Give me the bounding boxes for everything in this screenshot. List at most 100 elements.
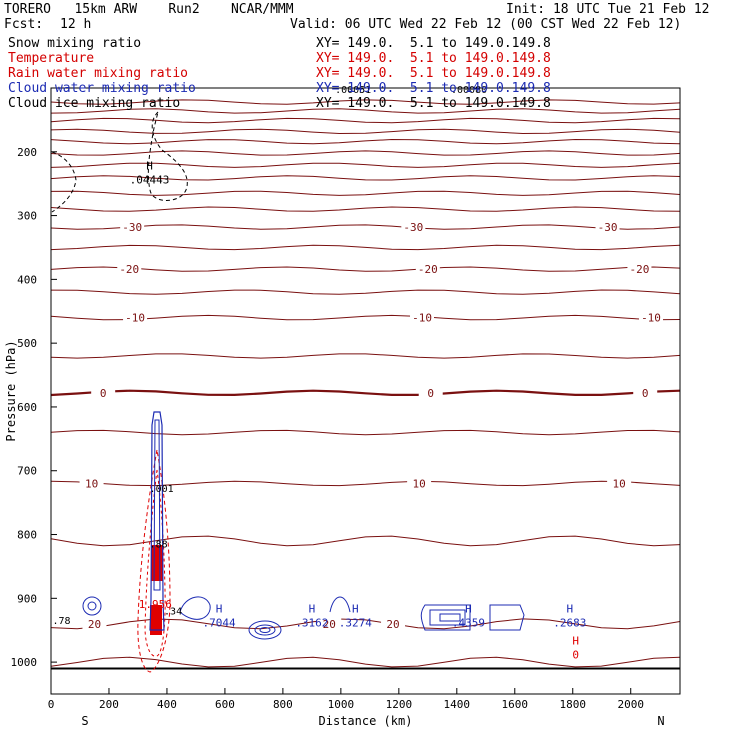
temperature-contour (50, 175, 681, 181)
maximum-value: .2683 (553, 617, 586, 630)
contour-label-bg (117, 263, 142, 276)
temperature-label: 20 (323, 618, 336, 631)
field-xy-rain: XY= 149.0. 5.1 to 149.0.149.8 (316, 66, 551, 81)
axes: 0 200 400 600 800 1000 1200 1400 1600 1800 2000200… (4, 87, 681, 728)
x-tick-label: 1000 (328, 698, 355, 711)
field-name-cloud-water: Cloud water mixing ratio (8, 81, 196, 96)
temperature-contour (50, 117, 681, 124)
temperature-contour (50, 656, 681, 668)
temperature-label: -10 (125, 312, 145, 325)
cloud-contour (179, 596, 211, 620)
cloud-contour (420, 604, 471, 631)
annotation-label: .00051 (335, 85, 371, 96)
temperature-contour (50, 224, 681, 230)
temperature-contour (50, 389, 681, 397)
cloud-contour (149, 411, 165, 631)
contour-label-bg (627, 263, 652, 276)
temperature-contour (50, 429, 681, 436)
maximum-mark: H (146, 159, 153, 172)
cloud-contour (439, 613, 461, 622)
temperature-label: -30 (122, 221, 142, 234)
snow-contours (51, 110, 188, 213)
y-tick-label: 1000 (11, 656, 38, 669)
y-tick-label: 500 (17, 337, 37, 350)
temperature-contour (50, 128, 681, 135)
rain-core (151, 545, 163, 581)
temperature-label: -10 (412, 312, 432, 325)
field-xy-cloud-ice: XY= 149.0. 5.1 to 149.0.149.8 (316, 96, 551, 111)
temperature-label: 20 (88, 618, 101, 631)
maximum-value: 0 (572, 649, 579, 662)
y-axis-label: Pressure (hPa) (4, 340, 18, 441)
contour-label-bg (82, 617, 107, 630)
x-tick-label: 0 (48, 698, 55, 711)
model-run-title: TORERO 15km ARW Run2 NCAR/MMM (4, 2, 294, 17)
temperature-label: -20 (629, 263, 649, 276)
maximum-value: .3274 (339, 617, 372, 630)
rain-contour (137, 449, 171, 673)
cloud-contour (153, 419, 161, 591)
forecast-hours: 12 h (60, 17, 92, 32)
maximum-value: .04443 (130, 173, 170, 186)
init-time: Init: 18 UTC Tue 21 Feb 12 (506, 2, 710, 17)
contour-label-bg (79, 477, 104, 490)
field-xy-cloud-water: XY= 149.0. 5.1 to 149.0.149.8 (316, 81, 551, 96)
temperature-label: 10 (613, 477, 626, 490)
x-tick-label: 1400 (444, 698, 471, 711)
rain-core (150, 605, 162, 635)
temperature-label: -20 (418, 263, 438, 276)
contour-label-bg (595, 221, 620, 234)
contour-label-bg (607, 477, 632, 490)
contour-label-bg (317, 617, 342, 630)
temperature-label: -10 (641, 312, 661, 325)
contour-label-bg (639, 311, 664, 324)
temperature-label: 0 (642, 387, 649, 400)
contour-label-bg (381, 617, 406, 630)
plot-frame (50, 87, 681, 695)
snow-contour (147, 110, 188, 201)
y-tick-label: 200 (17, 146, 37, 159)
snow-contour (51, 151, 77, 213)
field-name-cloud-ice: Cloud ice mixing ratio (8, 96, 181, 111)
temperature-label: -30 (403, 221, 423, 234)
annotation-label: .78 (52, 616, 70, 627)
y-tick-label: 700 (17, 465, 37, 478)
temperature-contour (50, 535, 681, 547)
temperature-label: -20 (119, 263, 139, 276)
y-tick-label: 300 (17, 210, 37, 223)
annotation-label: .88 (150, 539, 168, 550)
annotation-label: .001 (150, 484, 174, 495)
cloud-water-contours (82, 411, 525, 640)
field-name-temperature: Temperature (8, 51, 95, 66)
temperature-contour (50, 480, 681, 487)
maximum-mark: H (465, 603, 472, 616)
maximum-value: .3162 (295, 617, 328, 630)
maximum-value: 1.956 (139, 598, 172, 611)
contour-label-bg (415, 263, 440, 276)
temperature-label: 10 (85, 477, 98, 490)
maximum-mark: H (572, 635, 579, 648)
temperature-contour (50, 108, 681, 114)
contour-label-bg (418, 386, 443, 399)
y-tick-label: 800 (17, 529, 37, 542)
cloud-contour (329, 596, 351, 613)
field-xy-snow: XY= 149.0. 5.1 to 149.0.149.8 (316, 36, 551, 51)
cloud-contour (248, 620, 282, 640)
x-tick-label: 800 (273, 698, 293, 711)
cloud-contour (87, 601, 97, 611)
cloud-contour (429, 609, 466, 626)
annotation-label: .34 (164, 606, 182, 617)
cloud-contour (82, 596, 102, 616)
temperature-contours (50, 99, 681, 670)
temperature-contour (50, 162, 681, 168)
contour-labels: -30 -30 -30 -20 -20 -20 -10 -10 -10 0 0 0 10 10 10 20 20… (52, 85, 664, 662)
x-tick-label: 200 (99, 698, 119, 711)
contour-label-bg (123, 311, 148, 324)
temperature-contour (50, 244, 681, 251)
cloud-contour (254, 624, 276, 636)
temperature-contour (50, 190, 681, 196)
annotation-label: .00080 (451, 85, 487, 96)
x-axis-label: Distance (km) (319, 714, 413, 728)
y-tick-label: 600 (17, 401, 37, 414)
